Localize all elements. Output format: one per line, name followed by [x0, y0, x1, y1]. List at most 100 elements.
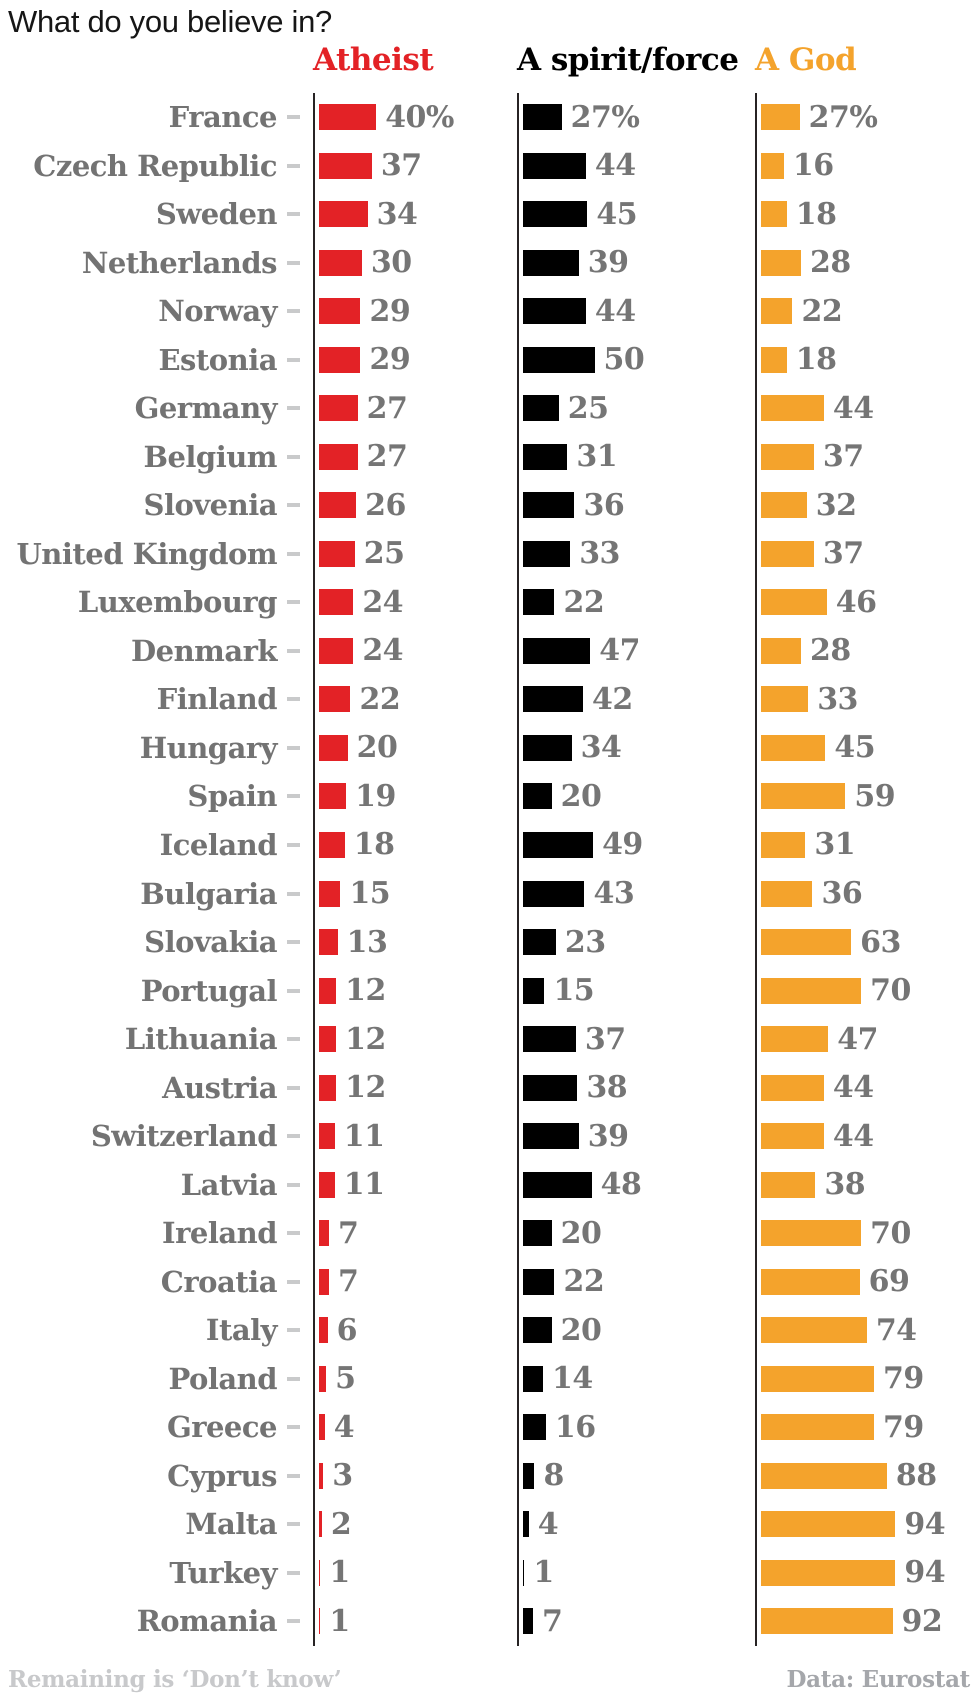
spirit-bar — [523, 1511, 529, 1538]
god-row: 69 — [757, 1257, 979, 1306]
country-row: Turkey — [0, 1548, 313, 1597]
country-label: Hungary — [139, 730, 278, 765]
atheist-bar — [319, 686, 351, 713]
atheist-value-label: 7 — [338, 1264, 359, 1300]
god-row: 74 — [757, 1306, 979, 1355]
spirit-row: 49 — [519, 821, 753, 870]
country-label: Norway — [158, 294, 277, 329]
god-value-label: 94 — [904, 1506, 946, 1542]
spirit-row: 45 — [519, 190, 753, 239]
spirit-value-label: 48 — [600, 1167, 642, 1203]
god-bar — [761, 1171, 816, 1198]
atheist-value-label: 40% — [385, 99, 454, 135]
data-source: Data: Eurostat — [786, 1666, 971, 1693]
atheist-bar — [319, 783, 347, 810]
god-value-label: 44 — [832, 390, 874, 426]
atheist-bar — [319, 637, 354, 664]
spirit-value-label: 7 — [542, 1603, 563, 1639]
country-label: Denmark — [130, 633, 278, 668]
tick-dash-icon — [287, 1231, 300, 1236]
tick-dash-icon — [287, 406, 300, 411]
god-row: 92 — [757, 1597, 979, 1646]
god-bar — [761, 1074, 824, 1101]
god-bar — [761, 346, 787, 373]
spirit-row: 16 — [519, 1403, 753, 1452]
atheist-value-label: 18 — [353, 827, 395, 863]
atheist-row: 19 — [315, 772, 515, 821]
spirit-row: 48 — [519, 1160, 753, 1209]
spirit-value-label: 44 — [594, 293, 636, 329]
atheist-value-label: 2 — [330, 1506, 352, 1542]
atheist-value-label: 26 — [365, 487, 406, 523]
god-bar — [761, 104, 800, 131]
country-label: Slovakia — [144, 925, 277, 960]
spirit-row: 38 — [519, 1063, 753, 1112]
chart-title: What do you believe in? — [8, 4, 332, 39]
spirit-row: 22 — [519, 578, 753, 627]
atheist-row: 11 — [315, 1112, 515, 1161]
spirit-value-label: 22 — [563, 584, 605, 620]
atheist-bar — [319, 1462, 324, 1489]
atheist-value-label: 25 — [363, 536, 405, 572]
spirit-bar — [523, 686, 584, 713]
god-row: 28 — [757, 239, 979, 288]
spirit-row: 42 — [519, 675, 753, 724]
tick-dash-icon — [287, 1473, 300, 1478]
spirit-bar — [523, 831, 594, 858]
tick-dash-icon — [287, 1570, 300, 1575]
atheist-value-label: 34 — [376, 196, 418, 232]
country-row: Sweden — [0, 190, 313, 239]
god-bar — [761, 1026, 829, 1053]
atheist-bar — [319, 443, 358, 470]
spirit-bar — [523, 249, 579, 276]
tick-dash-icon — [287, 1425, 300, 1430]
god-bar — [761, 1414, 874, 1441]
spirit-row: 31 — [519, 433, 753, 482]
spirit-row: 14 — [519, 1354, 753, 1403]
tick-dash-icon — [287, 1182, 300, 1187]
god-row: 88 — [757, 1451, 979, 1500]
god-bar — [761, 1220, 862, 1247]
country-row: Switzerland — [0, 1112, 313, 1161]
god-value-label: 27% — [808, 99, 878, 135]
country-row: Finland — [0, 675, 313, 724]
spirit-row: 7 — [519, 1597, 753, 1646]
atheist-bar — [319, 249, 362, 276]
tick-dash-icon — [287, 503, 300, 508]
country-row: Malta — [0, 1500, 313, 1549]
atheist-row: 2 — [315, 1500, 515, 1549]
god-bar — [761, 1317, 867, 1344]
god-value-label: 44 — [832, 1070, 874, 1106]
spirit-row: 37 — [519, 1015, 753, 1064]
god-bar — [761, 492, 807, 519]
atheist-row: 15 — [315, 869, 515, 918]
god-value-label: 36 — [821, 876, 863, 911]
god-value-label: 70 — [870, 1215, 911, 1251]
tick-dash-icon — [287, 891, 300, 896]
god-row: 44 — [757, 384, 979, 433]
tick-dash-icon — [287, 1037, 300, 1042]
country-row: United Kingdom — [0, 530, 313, 579]
god-value-label: 33 — [817, 681, 858, 717]
country-row: Spain — [0, 772, 313, 821]
god-bar — [761, 929, 852, 956]
spirit-value-label: 27% — [570, 99, 640, 135]
country-label: Poland — [168, 1361, 277, 1396]
country-label: Bulgaria — [140, 876, 277, 911]
atheist-row: 22 — [315, 675, 515, 724]
god-bar — [761, 1559, 896, 1586]
atheist-value-label: 20 — [356, 730, 398, 766]
spirit-bar — [523, 1026, 576, 1053]
spirit-value-label: 50 — [603, 342, 645, 378]
country-row: Portugal — [0, 966, 313, 1015]
spirit-value-label: 31 — [576, 439, 618, 475]
spirit-value-label: 20 — [560, 778, 602, 814]
country-label: Finland — [156, 682, 278, 717]
spirit-bar — [523, 443, 568, 470]
spirit-value-label: 25 — [567, 390, 609, 426]
country-label: Cyprus — [167, 1458, 277, 1493]
tick-dash-icon — [287, 454, 300, 459]
legend-a-god: A God — [755, 42, 857, 78]
god-row: 44 — [757, 1063, 979, 1112]
